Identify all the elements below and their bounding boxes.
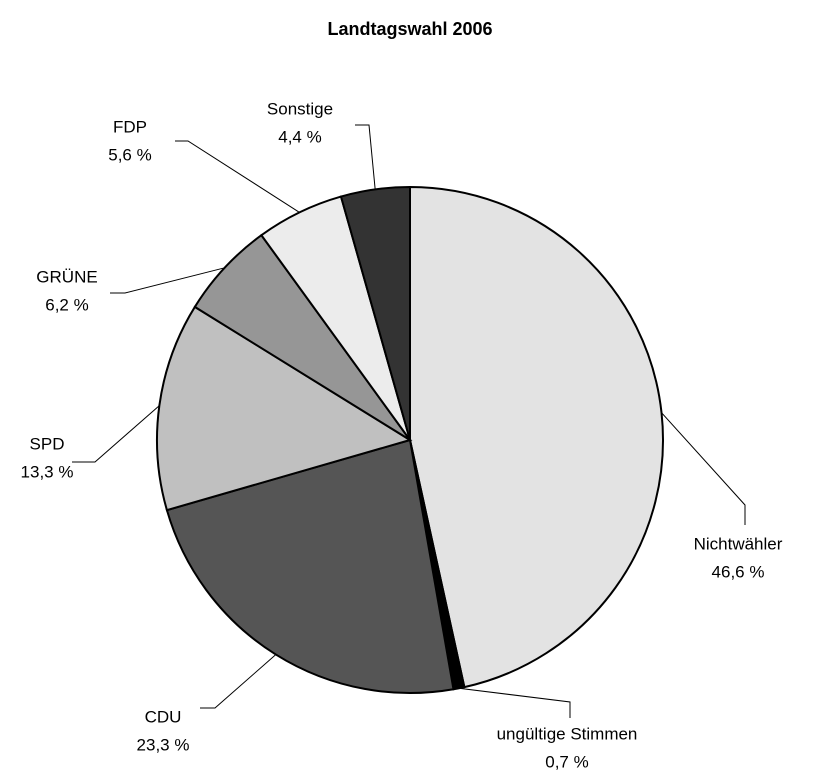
slice-value-label: 13,3 %	[21, 462, 74, 481]
slice-value-label: 23,3 %	[137, 735, 190, 754]
leader-line	[200, 654, 277, 709]
leader-line	[175, 140, 300, 213]
leader-line	[72, 405, 160, 463]
slice-label: FDP	[113, 117, 147, 136]
slice-label: Sonstige	[267, 99, 333, 118]
slice-value-label: 5,6 %	[108, 145, 151, 164]
leader-line	[661, 412, 746, 525]
slice-label: SPD	[30, 434, 65, 453]
slice-value-label: 6,2 %	[45, 295, 88, 314]
slice-value-label: 46,6 %	[712, 562, 765, 581]
slice-label: Nichtwähler	[694, 534, 783, 553]
slice-value-label: 0,7 %	[545, 752, 588, 771]
slice-label: GRÜNE	[36, 267, 97, 286]
slice-label: CDU	[145, 707, 182, 726]
chart-title: Landtagswahl 2006	[327, 19, 492, 39]
leader-line	[110, 267, 225, 294]
leader-line	[458, 687, 571, 718]
slice-label: ungültige Stimmen	[497, 724, 638, 743]
slice-value-label: 4,4 %	[278, 127, 321, 146]
leader-line	[355, 124, 376, 190]
